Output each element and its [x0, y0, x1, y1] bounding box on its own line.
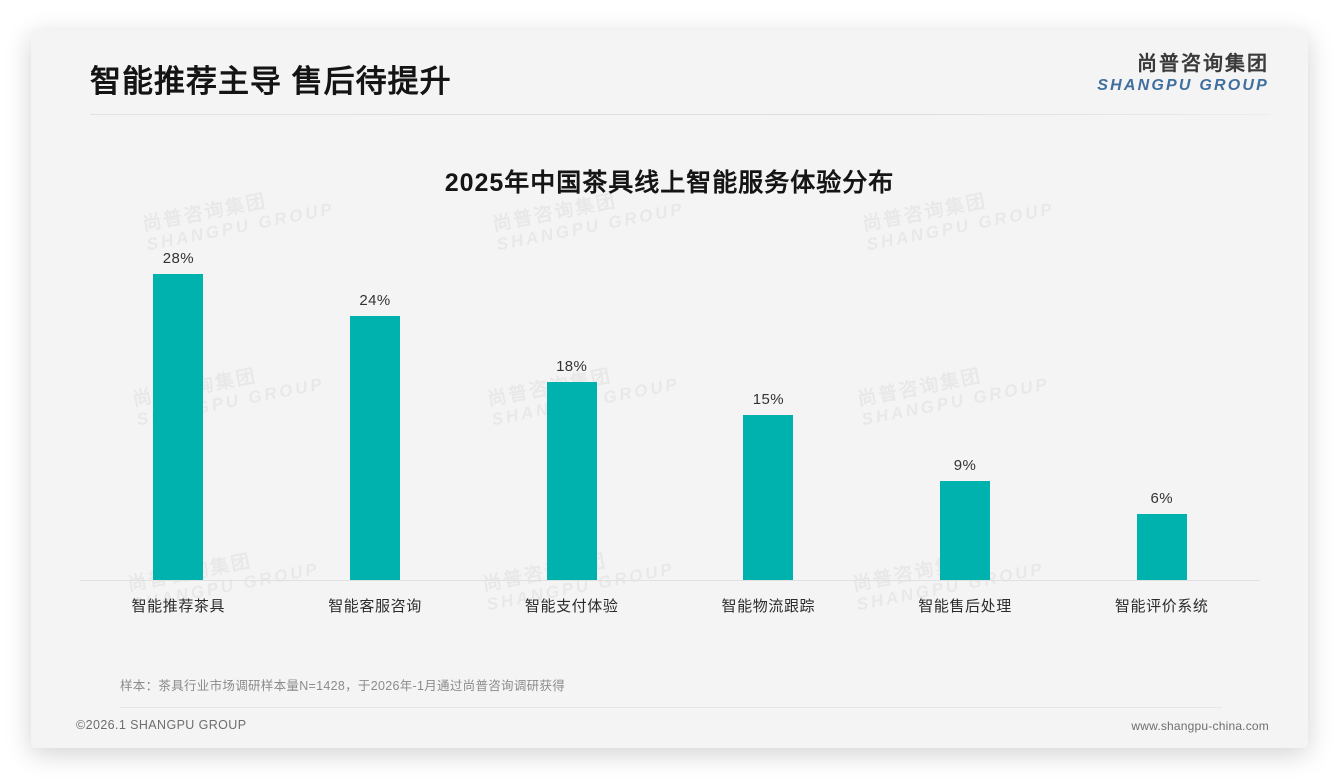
bar-chart-plot: 28% 智能推荐茶具 24% 智能客服咨询 18% 智能支付体验 15% 智能物流跟踪 9% 智能… — [80, 250, 1260, 635]
bar-column: 15% 智能物流跟踪 — [670, 250, 867, 615]
website-link[interactable]: www.shangpu-china.com — [1131, 719, 1269, 733]
bar-value-label: 15% — [752, 391, 784, 408]
header-divider — [90, 114, 1270, 115]
slide-footer: ©2026.1 SHANGPU GROUP www.shangpu-china.… — [31, 708, 1308, 748]
copyright-text: ©2026.1 SHANGPU GROUP — [76, 718, 247, 732]
category-label: 智能售后处理 — [918, 598, 1012, 615]
axis-baseline — [80, 580, 1260, 581]
bar-rect — [940, 481, 991, 580]
chart-area: 2025年中国茶具线上智能服务体验分布 28% 智能推荐茶具 24% 智能客服咨询 18… — [31, 115, 1308, 660]
bar-column: 9% 智能售后处理 — [867, 250, 1064, 615]
bar-column: 6% 智能评价系统 — [1063, 250, 1260, 615]
page-title: 智能推荐主导 售后待提升 — [90, 64, 452, 99]
bar-value-label: 28% — [162, 250, 194, 267]
footnote-divider — [120, 707, 1222, 708]
logo-cn-text: 尚普咨询集团 — [1137, 53, 1269, 75]
bar-rect — [743, 415, 794, 580]
bar-rect — [1136, 514, 1187, 580]
bar-column: 18% 智能支付体验 — [473, 250, 670, 615]
bar-value-label: 6% — [1150, 490, 1173, 507]
bar-value-label: 18% — [556, 358, 588, 375]
brand-logo: 尚普咨询集团 SHANGPU GROUP — [1097, 52, 1269, 95]
bar-rect — [153, 274, 204, 580]
category-label: 智能推荐茶具 — [131, 598, 226, 615]
chart-title: 2025年中国茶具线上智能服务体验分布 — [444, 169, 895, 197]
source-footnote: 样本：茶具行业市场调研样本量N=1428，于2026年-1月通过尚普咨询调研获得 — [120, 679, 566, 693]
logo-en-text: SHANGPU GROUP — [1097, 77, 1269, 94]
slide-card: 尚普咨询集团 SHANGPU GROUP 尚普咨询集团 SHANGPU GROU… — [31, 30, 1308, 748]
bar-rect — [350, 316, 400, 580]
category-label: 智能支付体验 — [524, 598, 619, 615]
category-label: 智能客服咨询 — [328, 598, 422, 615]
bar-column: 24% 智能客服咨询 — [277, 250, 474, 615]
category-label: 智能物流跟踪 — [721, 598, 816, 615]
bar-rect — [546, 382, 597, 580]
bar-value-label: 24% — [359, 292, 391, 309]
bar-column: 28% 智能推荐茶具 — [80, 250, 277, 615]
bar-value-label: 9% — [953, 457, 977, 474]
slide-header: 智能推荐主导 售后待提升 尚普咨询集团 SHANGPU GROUP — [31, 30, 1308, 115]
category-label: 智能评价系统 — [1114, 598, 1209, 615]
bar-series: 28% 智能推荐茶具 24% 智能客服咨询 18% 智能支付体验 15% 智能物流跟踪 9% 智能… — [80, 250, 1260, 615]
